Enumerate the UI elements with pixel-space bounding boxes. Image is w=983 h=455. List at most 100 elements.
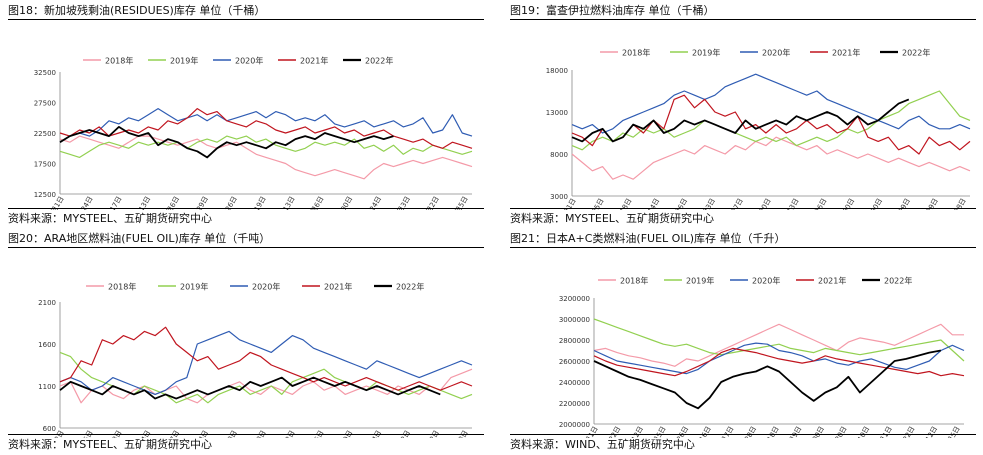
x-tick-label: 6月18日 xyxy=(247,429,268,438)
series-line-2021 xyxy=(593,347,965,377)
legend-label-2021: 2021年 xyxy=(818,276,846,286)
title-rule xyxy=(8,247,484,248)
x-tick-label: 10月22日 xyxy=(894,425,917,438)
legend-label-2022: 2022年 xyxy=(396,282,424,292)
series-line-2020 xyxy=(59,107,473,143)
y-tick-label: 2800000 xyxy=(559,337,590,345)
series-line-2020 xyxy=(593,342,965,375)
chart-title: 图21：日本A+C类燃料油(FUEL OIL)库存 单位（千升） xyxy=(510,232,786,245)
legend-label-2021: 2021年 xyxy=(300,56,328,66)
x-tick-label: 4月7日 xyxy=(163,429,181,438)
y-tick-label: 8000 xyxy=(550,151,568,159)
legend-label-2021: 2021年 xyxy=(832,48,860,58)
y-tick-label: 3200000 xyxy=(559,295,590,303)
x-tick-label: 8月20日 xyxy=(828,425,849,438)
x-tick-label: 1月2日 xyxy=(47,429,65,438)
legend-label-2022: 2022年 xyxy=(902,48,930,58)
x-tick-label: 5月28日 xyxy=(737,425,758,438)
source-rule xyxy=(510,434,976,435)
series-line-2019 xyxy=(59,135,473,158)
legend-label-2019: 2019年 xyxy=(686,276,714,286)
x-tick-label: 1月25日 xyxy=(74,429,95,438)
x-tick-label: 8月5日 xyxy=(307,429,325,438)
x-tick-label: 6月18日 xyxy=(760,425,781,438)
legend-label-2019: 2019年 xyxy=(170,56,198,66)
y-tick-label: 2000000 xyxy=(559,421,590,429)
panel-singapore-residues: 图18：新加坡残剩油(RESIDUES)库存 单位（千桶） 2018年 2019年… xyxy=(8,2,484,225)
y-tick-label: 2200000 xyxy=(559,400,590,408)
legend-label-2019: 2019年 xyxy=(180,282,208,292)
y-tick-label: 3000000 xyxy=(559,316,590,324)
legend-label-2021: 2021年 xyxy=(324,282,352,292)
source-rule xyxy=(8,208,484,209)
x-tick-label: 4月16日 xyxy=(692,425,713,438)
legend-label-2020: 2020年 xyxy=(762,48,790,58)
chart-singapore-residues: 2018年 2019年 2020年 2021年 2022年 32500 27500 22500… xyxy=(34,56,473,210)
series-line-2019 xyxy=(59,351,473,404)
chart-title: 图19：富查伊拉燃料油库存 单位（千桶） xyxy=(510,4,715,17)
legend-label-2018: 2018年 xyxy=(620,276,648,286)
panel-fujairah-fuel-oil: 图19：富查伊拉燃料油库存 单位（千桶） 2018年 2019年 2020年 2021… xyxy=(510,2,976,225)
legend-label-2019: 2019年 xyxy=(692,48,720,58)
y-tick-label: 600 xyxy=(43,425,56,433)
chart-source: 资料来源：MYSTEEL、五矿期货研究中心 xyxy=(8,438,212,451)
title-rule xyxy=(510,19,976,20)
legend-label-2020: 2020年 xyxy=(235,56,263,66)
legend-label-2020: 2020年 xyxy=(252,282,280,292)
y-tick-label: 13000 xyxy=(546,109,568,117)
x-tick-label: 5月7日 xyxy=(717,425,735,438)
legend-label-2022: 2022年 xyxy=(365,56,393,66)
source-rule xyxy=(8,434,484,435)
chart-source: 资料来源：MYSTEEL、五矿期货研究中心 xyxy=(8,212,212,225)
x-tick-label: 9月24日 xyxy=(363,429,384,438)
series-line-2021 xyxy=(59,326,473,391)
y-tick-label: 3000 xyxy=(550,193,568,201)
chart-source: 资料来源：WIND、五矿期货研究中心 xyxy=(510,438,695,451)
x-tick-label: 9月10日 xyxy=(851,425,872,438)
series-line-2019 xyxy=(571,90,971,151)
panel-japan-fuel-oil: 图21：日本A+C类燃料油(FUEL OIL)库存 单位（千升） 2018年 20… xyxy=(510,230,976,452)
x-tick-label: 7月30日 xyxy=(805,425,826,438)
series-line-2019 xyxy=(593,318,965,362)
y-tick-label: 17500 xyxy=(34,161,56,169)
y-tick-label: 12500 xyxy=(34,191,56,199)
series-line-2021 xyxy=(59,107,473,149)
chart-fujairah-fuel-oil: 2018年 2019年 2020年 2021年 2022年 18000 13000 8000 3… xyxy=(546,48,971,210)
x-tick-label: 12月5日 xyxy=(941,425,962,438)
chart-title: 图18：新加坡残剩油(RESIDUES)库存 单位（千桶） xyxy=(8,4,266,17)
series-line-2020 xyxy=(59,330,473,395)
y-tick-label: 32500 xyxy=(34,69,56,77)
x-tick-label: 2月18日 xyxy=(103,429,124,438)
series-line-2020 xyxy=(571,73,971,134)
legend-label-2022: 2022年 xyxy=(884,276,912,286)
y-tick-label: 2600000 xyxy=(559,358,590,366)
x-tick-label: 7月9日 xyxy=(785,425,803,438)
x-tick-label: 11月12日 xyxy=(916,425,939,438)
series-line-2018 xyxy=(59,135,473,180)
chart-ara-fuel-oil: 2018年 2019年 2020年 2021年 2022年 2100 1600 1100 600… xyxy=(38,282,473,438)
y-tick-label: 27500 xyxy=(34,100,56,108)
legend-label-2020: 2020年 xyxy=(752,276,780,286)
chart-source: 资料来源：MYSTEEL、五矿期货研究中心 xyxy=(510,212,714,225)
chart-title: 图20：ARA地区燃料油(FUEL OIL)库存 单位（千吨） xyxy=(8,232,271,245)
legend-label-2018: 2018年 xyxy=(108,282,136,292)
title-rule xyxy=(510,247,976,248)
series-line-2022 xyxy=(593,349,942,410)
y-tick-label: 18000 xyxy=(546,67,568,75)
chart-japan-fuel-oil: 2018年 2019年 2020年 2021年 2022年 3200000 3000000 2… xyxy=(559,276,965,438)
x-tick-label: 5月28日 xyxy=(218,429,239,438)
series-line-2018 xyxy=(571,136,971,180)
legend-label-2018: 2018年 xyxy=(105,56,133,66)
title-rule xyxy=(8,19,484,20)
x-tick-label: 3月14日 xyxy=(132,429,153,438)
source-rule xyxy=(510,208,976,209)
series-line-2022 xyxy=(59,376,441,400)
y-tick-label: 2100 xyxy=(38,299,56,307)
y-tick-label: 22500 xyxy=(34,130,56,138)
x-tick-label: 5月4日 xyxy=(192,429,210,438)
y-tick-label: 2400000 xyxy=(559,379,590,387)
y-tick-label: 1600 xyxy=(38,341,56,349)
x-tick-label: 7月12日 xyxy=(276,429,297,438)
series-line-2022 xyxy=(59,126,394,159)
panel-ara-fuel-oil: 图20：ARA地区燃料油(FUEL OIL)库存 单位（千吨） 2018年 201… xyxy=(8,230,484,452)
